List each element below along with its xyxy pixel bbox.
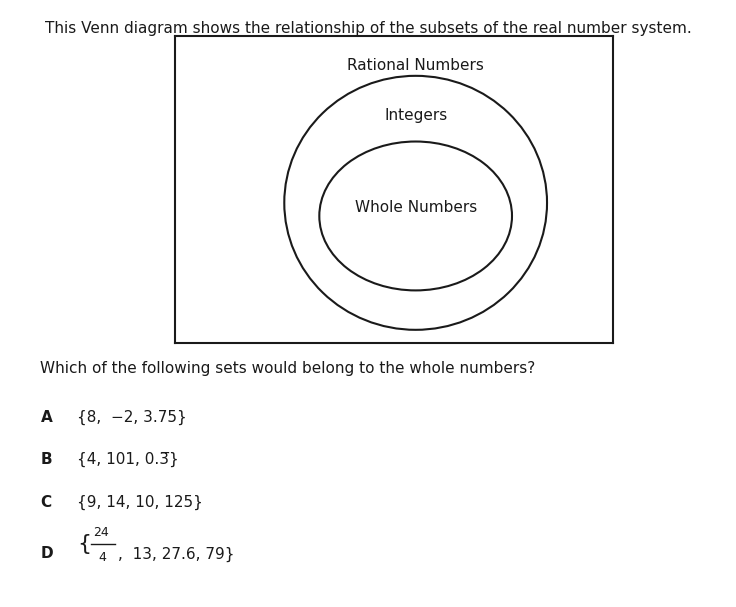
- Text: This Venn diagram shows the relationship of the subsets of the real number syste: This Venn diagram shows the relationship…: [45, 21, 691, 36]
- Ellipse shape: [284, 76, 547, 330]
- Text: Which of the following sets would belong to the whole numbers?: Which of the following sets would belong…: [40, 361, 536, 376]
- Text: A: A: [40, 410, 52, 425]
- Text: {4, 101, 0.3̅}: {4, 101, 0.3̅}: [77, 452, 179, 467]
- Text: {: {: [77, 535, 91, 554]
- Text: {8,  −2, 3.75}: {8, −2, 3.75}: [77, 410, 187, 425]
- Text: {9, 14, 10, 125}: {9, 14, 10, 125}: [77, 495, 203, 510]
- Text: B: B: [40, 452, 52, 467]
- Text: D: D: [40, 546, 53, 561]
- Text: Whole Numbers: Whole Numbers: [355, 200, 477, 215]
- Text: 4: 4: [98, 551, 106, 564]
- Ellipse shape: [319, 141, 512, 290]
- Text: Rational Numbers: Rational Numbers: [347, 58, 484, 73]
- Text: ,  13, 27.6, 79}: , 13, 27.6, 79}: [118, 546, 234, 561]
- Text: Integers: Integers: [384, 108, 447, 123]
- Text: C: C: [40, 495, 52, 510]
- Text: 24: 24: [93, 526, 109, 540]
